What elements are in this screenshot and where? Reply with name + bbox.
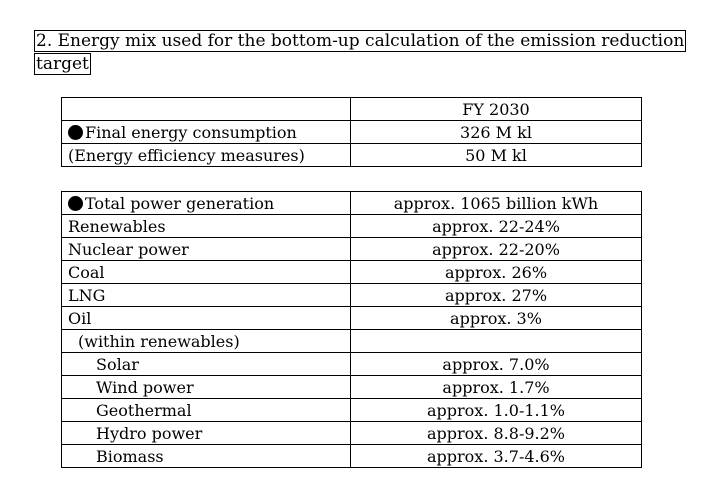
- table-row: Final energy consumption 326 M kl: [61, 120, 642, 144]
- table-header-fy2030: FY 2030: [350, 97, 642, 121]
- row-value: approx. 3.7-4.6%: [350, 444, 642, 468]
- black-circle-icon: [68, 195, 83, 211]
- section-heading-text: 2. Energy mix used for the bottom-up cal…: [34, 30, 687, 75]
- row-value: approx. 26%: [350, 260, 642, 284]
- energy-consumption-table: FY 2030 Final energy consumption 326 M k…: [61, 97, 642, 167]
- row-label-biomass: Biomass: [61, 444, 351, 468]
- row-label-energy-efficiency-measures: (Energy efficiency measures): [61, 143, 351, 167]
- table-row: Hydro power approx. 8.8-9.2%: [61, 421, 642, 445]
- table-row: Total power generation approx. 1065 bill…: [61, 191, 642, 215]
- row-label-nuclear-power: Nuclear power: [61, 237, 351, 261]
- table-row: Geothermal approx. 1.0-1.1%: [61, 398, 642, 422]
- table-row: Solar approx. 7.0%: [61, 352, 642, 376]
- row-value: approx. 1.7%: [350, 375, 642, 399]
- row-label-within-renewables: (within renewables): [61, 329, 351, 353]
- table-row: Biomass approx. 3.7-4.6%: [61, 444, 642, 468]
- row-label-final-energy-consumption: Final energy consumption: [61, 120, 351, 144]
- row-label-solar: Solar: [61, 352, 351, 376]
- row-label-coal: Coal: [61, 260, 351, 284]
- black-circle-icon: [68, 124, 83, 140]
- power-generation-table: Total power generation approx. 1065 bill…: [61, 191, 642, 468]
- table-row: Wind power approx. 1.7%: [61, 375, 642, 399]
- row-label-lng: LNG: [61, 283, 351, 307]
- row-label-oil: Oil: [61, 306, 351, 330]
- row-label-text: Total power generation: [85, 193, 275, 213]
- table-row: Renewables approx. 22-24%: [61, 214, 642, 238]
- row-value: approx. 27%: [350, 283, 642, 307]
- row-label-total-power-generation: Total power generation: [61, 191, 351, 215]
- row-value: 326 M kl: [350, 120, 642, 144]
- row-label-hydro-power: Hydro power: [61, 421, 351, 445]
- row-value: approx. 1065 billion kWh: [350, 191, 642, 215]
- row-value: approx. 8.8-9.2%: [350, 421, 642, 445]
- row-label-wind-power: Wind power: [61, 375, 351, 399]
- section-heading: 2. Energy mix used for the bottom-up cal…: [34, 30, 694, 76]
- row-label-renewables: Renewables: [61, 214, 351, 238]
- row-label-geothermal: Geothermal: [61, 398, 351, 422]
- row-value: approx. 3%: [350, 306, 642, 330]
- table-row: Nuclear power approx. 22-20%: [61, 237, 642, 261]
- row-value: [350, 329, 642, 353]
- row-value: 50 M kl: [350, 143, 642, 167]
- table-row: Oil approx. 3%: [61, 306, 642, 330]
- row-value: approx. 22-24%: [350, 214, 642, 238]
- row-value: approx. 1.0-1.1%: [350, 398, 642, 422]
- table-row: (Energy efficiency measures) 50 M kl: [61, 143, 642, 167]
- table-row: LNG approx. 27%: [61, 283, 642, 307]
- row-value: approx. 22-20%: [350, 237, 642, 261]
- row-label-text: Final energy consumption: [85, 122, 297, 142]
- table-row: (within renewables): [61, 329, 642, 353]
- row-value: approx. 7.0%: [350, 352, 642, 376]
- table-header-label: [61, 97, 351, 121]
- table-row: Coal approx. 26%: [61, 260, 642, 284]
- table-header-row: FY 2030: [61, 97, 642, 121]
